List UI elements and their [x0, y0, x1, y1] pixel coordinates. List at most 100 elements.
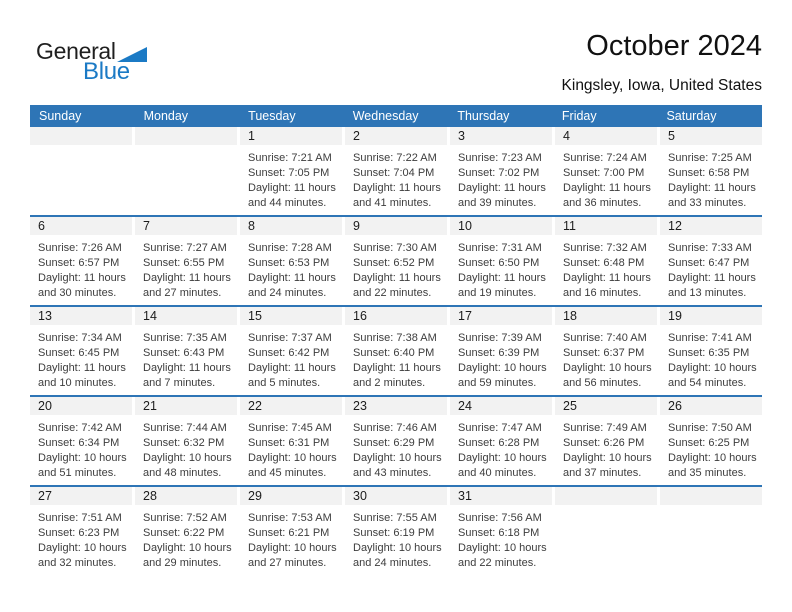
daylight-text: Daylight: 10 hours — [143, 452, 232, 464]
daylight-text-cont: and 48 minutes. — [143, 467, 222, 479]
logo-triangle-icon — [116, 47, 147, 62]
daylight-text: Daylight: 11 hours — [143, 272, 231, 284]
day-number — [135, 127, 237, 145]
daylight-text: Daylight: 11 hours — [38, 362, 126, 374]
daylight-text: Daylight: 10 hours — [458, 452, 547, 464]
page-title: October 2024 — [586, 30, 762, 62]
day-number: 5 — [660, 127, 762, 145]
day-cell-20: 20 Sunrise: 7:42 AM Sunset: 6:34 PM Dayl… — [30, 397, 135, 485]
sunrise-text: Sunrise: 7:33 AM — [668, 242, 752, 254]
day-number: 22 — [240, 397, 342, 415]
day-number: 18 — [555, 307, 657, 325]
daylight-text-cont: and 22 minutes. — [458, 557, 537, 569]
weekday-saturday: Saturday — [666, 109, 717, 123]
calendar-grid: Sunday Monday Tuesday Wednesday Thursday… — [30, 105, 762, 575]
sunrise-text: Sunrise: 7:51 AM — [38, 512, 122, 524]
daylight-text-cont: and 39 minutes. — [458, 197, 537, 209]
daylight-text: Daylight: 11 hours — [458, 272, 546, 284]
sunset-text: Sunset: 6:39 PM — [458, 347, 540, 359]
page-subtitle: Kingsley, Iowa, United States — [561, 77, 762, 94]
sunrise-text: Sunrise: 7:40 AM — [563, 332, 647, 344]
sunset-text: Sunset: 6:37 PM — [563, 347, 645, 359]
sunrise-text: Sunrise: 7:49 AM — [563, 422, 647, 434]
daylight-text: Daylight: 10 hours — [458, 542, 547, 554]
day-cell-26: 26 Sunrise: 7:50 AM Sunset: 6:25 PM Dayl… — [660, 397, 762, 485]
daylight-text: Daylight: 10 hours — [668, 452, 757, 464]
daylight-text: Daylight: 10 hours — [38, 452, 127, 464]
sunset-text: Sunset: 6:50 PM — [458, 257, 540, 269]
sunset-text: Sunset: 6:57 PM — [38, 257, 120, 269]
sunset-text: Sunset: 6:48 PM — [563, 257, 645, 269]
sunrise-text: Sunrise: 7:23 AM — [458, 152, 542, 164]
daylight-text: Daylight: 10 hours — [458, 362, 547, 374]
day-cell-5: 5 Sunrise: 7:25 AM Sunset: 6:58 PM Dayli… — [660, 127, 762, 215]
daylight-text-cont: and 33 minutes. — [668, 197, 747, 209]
daylight-text-cont: and 40 minutes. — [458, 467, 537, 479]
day-cell-13: 13 Sunrise: 7:34 AM Sunset: 6:45 PM Dayl… — [30, 307, 135, 395]
day-cell-19: 19 Sunrise: 7:41 AM Sunset: 6:35 PM Dayl… — [660, 307, 762, 395]
weekday-sunday: Sunday — [39, 109, 82, 123]
sunset-text: Sunset: 7:00 PM — [563, 167, 645, 179]
sunset-text: Sunset: 6:28 PM — [458, 437, 540, 449]
day-cell-8: 8 Sunrise: 7:28 AM Sunset: 6:53 PM Dayli… — [240, 217, 345, 305]
sunrise-text: Sunrise: 7:21 AM — [248, 152, 332, 164]
daylight-text: Daylight: 10 hours — [143, 542, 232, 554]
day-number: 7 — [135, 217, 237, 235]
daylight-text-cont: and 56 minutes. — [563, 377, 642, 389]
daylight-text: Daylight: 11 hours — [38, 272, 126, 284]
daylight-text: Daylight: 10 hours — [353, 452, 442, 464]
sunset-text: Sunset: 6:52 PM — [353, 257, 435, 269]
day-number: 24 — [450, 397, 552, 415]
daylight-text-cont: and 51 minutes. — [38, 467, 117, 479]
day-number — [660, 487, 762, 505]
sunset-text: Sunset: 6:40 PM — [353, 347, 435, 359]
sunrise-text: Sunrise: 7:47 AM — [458, 422, 542, 434]
daylight-text-cont: and 24 minutes. — [353, 557, 432, 569]
day-cell-31: 31 Sunrise: 7:56 AM Sunset: 6:18 PM Dayl… — [450, 487, 555, 575]
week-row-4: 20 Sunrise: 7:42 AM Sunset: 6:34 PM Dayl… — [30, 395, 762, 485]
daylight-text-cont: and 29 minutes. — [143, 557, 222, 569]
daylight-text: Daylight: 11 hours — [563, 182, 651, 194]
sunset-text: Sunset: 6:21 PM — [248, 527, 330, 539]
week-row-5: 27 Sunrise: 7:51 AM Sunset: 6:23 PM Dayl… — [30, 485, 762, 575]
sunset-text: Sunset: 6:22 PM — [143, 527, 225, 539]
day-cell-16: 16 Sunrise: 7:38 AM Sunset: 6:40 PM Dayl… — [345, 307, 450, 395]
daylight-text-cont: and 13 minutes. — [668, 287, 747, 299]
day-number: 3 — [450, 127, 552, 145]
sunrise-text: Sunrise: 7:30 AM — [353, 242, 437, 254]
daylight-text-cont: and 16 minutes. — [563, 287, 642, 299]
week-row-3: 13 Sunrise: 7:34 AM Sunset: 6:45 PM Dayl… — [30, 305, 762, 395]
daylight-text-cont: and 30 minutes. — [38, 287, 117, 299]
sunset-text: Sunset: 6:23 PM — [38, 527, 120, 539]
sunrise-text: Sunrise: 7:38 AM — [353, 332, 437, 344]
weekday-wednesday: Wednesday — [352, 109, 419, 123]
day-number: 6 — [30, 217, 132, 235]
daylight-text: Daylight: 10 hours — [248, 542, 337, 554]
daylight-text: Daylight: 11 hours — [248, 362, 336, 374]
daylight-text-cont: and 36 minutes. — [563, 197, 642, 209]
sunrise-text: Sunrise: 7:39 AM — [458, 332, 542, 344]
daylight-text: Daylight: 11 hours — [248, 182, 336, 194]
daylight-text-cont: and 44 minutes. — [248, 197, 327, 209]
day-number: 26 — [660, 397, 762, 415]
daylight-text-cont: and 32 minutes. — [38, 557, 117, 569]
day-number: 21 — [135, 397, 237, 415]
sunset-text: Sunset: 6:43 PM — [143, 347, 225, 359]
daylight-text: Daylight: 11 hours — [458, 182, 546, 194]
day-cell-17: 17 Sunrise: 7:39 AM Sunset: 6:39 PM Dayl… — [450, 307, 555, 395]
sunset-text: Sunset: 6:45 PM — [38, 347, 120, 359]
sunset-text: Sunset: 6:55 PM — [143, 257, 225, 269]
general-blue-logo: General Blue — [36, 40, 147, 84]
daylight-text-cont: and 59 minutes. — [458, 377, 537, 389]
daylight-text: Daylight: 11 hours — [353, 272, 441, 284]
daylight-text-cont: and 5 minutes. — [248, 377, 321, 389]
day-number: 17 — [450, 307, 552, 325]
daylight-text-cont: and 24 minutes. — [248, 287, 327, 299]
day-cell-18: 18 Sunrise: 7:40 AM Sunset: 6:37 PM Dayl… — [555, 307, 660, 395]
daylight-text: Daylight: 10 hours — [353, 542, 442, 554]
day-number: 8 — [240, 217, 342, 235]
weekday-monday: Monday — [143, 109, 189, 123]
sunrise-text: Sunrise: 7:26 AM — [38, 242, 122, 254]
sunrise-text: Sunrise: 7:46 AM — [353, 422, 437, 434]
sunrise-text: Sunrise: 7:50 AM — [668, 422, 752, 434]
